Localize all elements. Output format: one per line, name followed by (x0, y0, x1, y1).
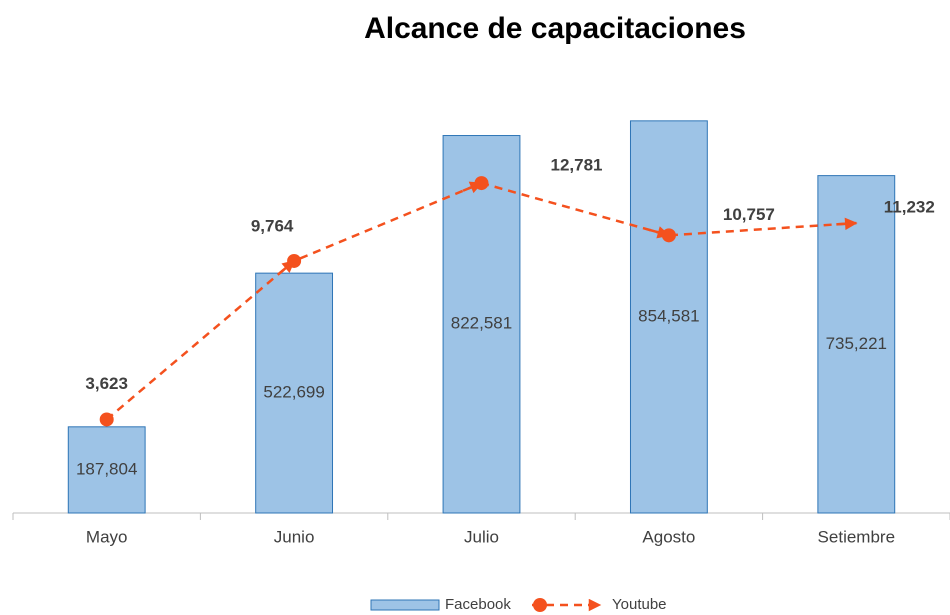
bar-value-label: 822,581 (451, 314, 512, 333)
line-marker (661, 228, 676, 243)
line-value-label: 11,232 (884, 198, 935, 217)
line-marker (99, 412, 114, 427)
line-value-label: 12,781 (551, 156, 603, 175)
x-tick-label: Junio (274, 527, 315, 546)
chart-title: Alcance de capacitaciones (364, 12, 746, 45)
bar (817, 175, 896, 514)
bar (442, 135, 521, 514)
line-value-label: 9,764 (251, 216, 294, 235)
bar (629, 120, 708, 514)
legend-label: Facebook (445, 596, 511, 613)
line-marker (287, 253, 302, 268)
bar (255, 272, 334, 514)
x-tick-label: Agosto (642, 527, 695, 546)
bar-value-label: 735,221 (826, 334, 887, 353)
bar (67, 426, 146, 514)
x-tick-label: Setiembre (818, 527, 895, 546)
bar-value-label: 187,804 (76, 459, 137, 478)
legend-swatch-marker (533, 598, 547, 612)
line-arrow (836, 217, 858, 231)
line-value-label: 3,623 (85, 374, 128, 393)
bar-value-label: 522,699 (263, 383, 324, 402)
legend-swatch (370, 599, 440, 611)
x-tick-label: Mayo (86, 527, 128, 546)
line-value-label: 10,757 (723, 205, 775, 224)
x-tick-label: Julio (464, 527, 499, 546)
legend-label: Youtube (612, 596, 667, 613)
bar-value-label: 854,581 (638, 306, 699, 325)
line-marker (474, 176, 489, 191)
